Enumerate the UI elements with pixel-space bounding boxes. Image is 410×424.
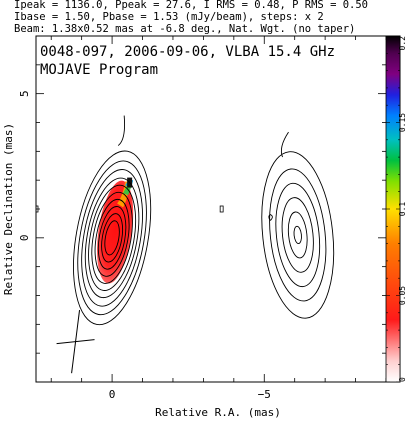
colorbar-ticks: 0 0.05 0.1 0.15 0.2 [386, 35, 407, 383]
polarization-green-patch [123, 185, 132, 196]
jet-blob-contour [268, 214, 273, 221]
y-tick-label: 0 [18, 235, 31, 242]
core-contour [73, 150, 152, 326]
colorbar-tick-label: 0.2 [398, 36, 407, 51]
y-axis-title: Relative Declination (mas) [2, 123, 15, 295]
core-contour [77, 160, 147, 316]
y-tick-label: 5 [18, 90, 31, 97]
core-contour [94, 198, 130, 277]
jet-contour [287, 211, 308, 259]
colorbar-tick-label: 0 [398, 377, 407, 382]
jet-contour [293, 225, 302, 245]
jet-contour [275, 182, 321, 288]
core-contour [104, 220, 120, 256]
core-extension-contour [117, 115, 125, 146]
jet-contour [281, 197, 314, 273]
plot-area [36, 115, 335, 374]
jet-contour [261, 151, 335, 319]
beam-minor-axis [56, 339, 95, 345]
core-contour [84, 177, 140, 299]
core-contour [88, 184, 137, 291]
core-contour [101, 213, 124, 263]
header-line-3: Beam: 1.38x0.52 mas at -6.8 deg., Nat. W… [14, 23, 355, 35]
jet-extension-contour [280, 131, 289, 158]
colorbar-tick-label: 0.1 [398, 202, 407, 217]
jet-contour [269, 168, 327, 302]
core-contour [81, 169, 143, 307]
annotation-program: MOJAVE Program [40, 62, 158, 78]
x-axis-title: Relative R.A. (mas) [155, 406, 281, 419]
header-line-1: Ipeak = 1136.0, Ppeak = 27.6, I RMS = 0.… [14, 0, 368, 11]
x-tick-label: 0 [109, 388, 116, 401]
axis-ticks: 0 −5 0 5 [18, 35, 387, 401]
x-tick-label: −5 [258, 388, 271, 401]
colorbar-tick-label: 0.05 [398, 286, 407, 305]
core-contour [91, 191, 133, 284]
core-contour [97, 206, 127, 270]
polarized-emission [97, 180, 134, 284]
header-line-2: Ibase = 1.50, Pbase = 1.53 (mJy/beam), s… [14, 11, 324, 23]
colorbar-tick-label: 0.15 [398, 113, 407, 132]
annotation-source: 0048-097, 2006-09-06, VLBA 15.4 GHz [40, 44, 335, 60]
contour-layer [73, 115, 335, 326]
isolated-contour [219, 205, 224, 213]
